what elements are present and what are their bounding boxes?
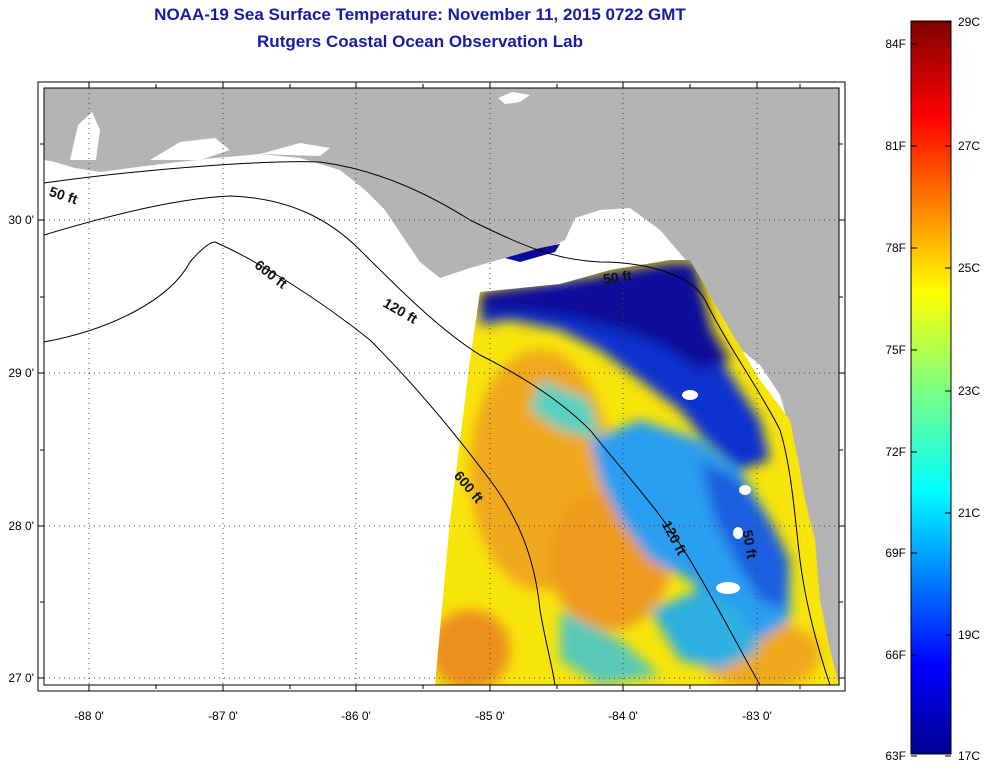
- land-mass: [44, 88, 839, 685]
- colorbar-celsius-label: 29C: [958, 15, 980, 29]
- colorbar-fahrenheit-label: 72F: [885, 445, 906, 459]
- latitude-label: 30 0': [8, 213, 34, 227]
- longitude-label: -86 0': [341, 709, 371, 723]
- colorbar-celsius-label: 23C: [958, 384, 980, 398]
- colorbar-fahrenheit-label: 63F: [885, 749, 906, 763]
- colorbar-fahrenheit-label: 84F: [885, 37, 906, 51]
- colorbar-fahrenheit-label: 81F: [885, 139, 906, 153]
- depth-contours: [44, 161, 831, 685]
- latitude-label: 29 0': [8, 366, 34, 380]
- colorbar-celsius-label: 27C: [958, 139, 980, 153]
- colorbar-celsius-label: 19C: [958, 628, 980, 642]
- colorbar-celsius-label: 17C: [958, 749, 980, 763]
- colorbar-fahrenheit-label: 78F: [885, 241, 906, 255]
- longitude-label: -85 0': [475, 709, 505, 723]
- map-title: NOAA-19 Sea Surface Temperature: Novembe…: [154, 5, 686, 24]
- colorbar-fahrenheit-label: 69F: [885, 546, 906, 560]
- longitude-labels: -88 0' -87 0' -86 0' -85 0' -84 0' -83 0': [74, 709, 772, 723]
- graticule: [38, 82, 845, 691]
- latitude-labels: 30 0' 29 0' 28 0' 27 0': [8, 213, 34, 685]
- contour-label: 50 ft: [602, 267, 633, 287]
- colorbar-celsius-label: 25C: [958, 261, 980, 275]
- longitude-label: -83 0': [742, 709, 772, 723]
- longitude-label: -88 0': [74, 709, 104, 723]
- longitude-label: -87 0': [208, 709, 238, 723]
- longitude-label: -84 0': [608, 709, 638, 723]
- colorbar: [910, 20, 952, 755]
- contour-label: 50 ft: [740, 529, 761, 560]
- map-frame: [43, 87, 840, 686]
- colorbar-celsius-label: 21C: [958, 506, 980, 520]
- colorbar-ticks: 84F 81F 78F 75F 72F 69F 66F 63F 29C 27C 25C 23C 21C 1…: [885, 15, 980, 763]
- latitude-label: 27 0': [8, 671, 34, 685]
- colorbar-fahrenheit-label: 75F: [885, 343, 906, 357]
- latitude-label: 28 0': [8, 519, 34, 533]
- colorbar-fahrenheit-label: 66F: [885, 648, 906, 662]
- map-subtitle: Rutgers Coastal Ocean Observation Lab: [257, 32, 583, 51]
